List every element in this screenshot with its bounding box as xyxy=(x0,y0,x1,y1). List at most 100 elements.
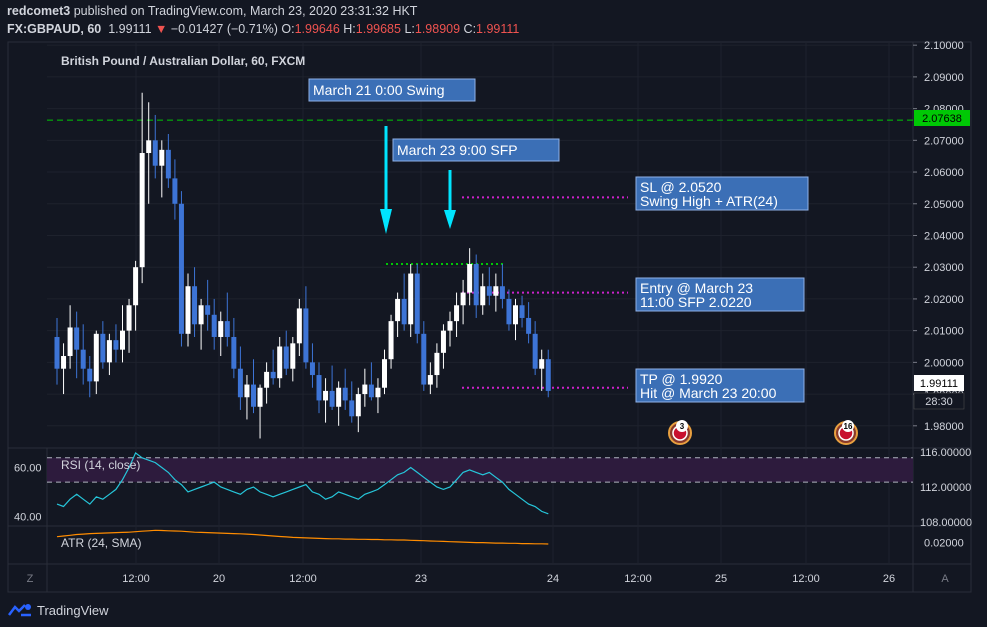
open-value: 1.99646 xyxy=(294,22,340,36)
tradingview-logo-icon xyxy=(8,604,31,617)
time-tick-label: 23 xyxy=(415,573,427,585)
candle-body xyxy=(506,298,512,325)
candle-body xyxy=(192,286,198,325)
candle-body xyxy=(316,375,322,401)
candle-body xyxy=(146,140,152,154)
candle-body xyxy=(486,286,492,296)
candle-body xyxy=(231,336,237,369)
time-tick-label: 20 xyxy=(213,573,225,585)
candle-body xyxy=(336,387,342,407)
candle-body xyxy=(67,327,73,357)
zoom-button-label: Z xyxy=(27,573,34,585)
candle-body xyxy=(54,336,60,369)
candle-body xyxy=(375,387,381,398)
atr-label[interactable]: ATR (24, SMA) xyxy=(61,536,141,550)
candle-body xyxy=(93,333,99,382)
sl-line1: SL @ 2.0520 xyxy=(640,179,722,195)
time-tick-label: 12:00 xyxy=(792,573,820,585)
price-tick-label: 2.00000 xyxy=(924,357,964,369)
event-marker-1[interactable]: 3 xyxy=(668,420,692,445)
candle-body xyxy=(382,359,387,388)
rsi-band-layer xyxy=(47,457,913,483)
price-tick-label: 2.04000 xyxy=(924,230,964,242)
candle-body xyxy=(257,387,263,407)
annotation-take-profit[interactable]: TP @ 1.9920 Hit @ March 23 20:00 xyxy=(635,368,805,403)
candle-body xyxy=(205,305,211,315)
price-axis[interactable]: 2.100002.090002.080002.070002.060002.050… xyxy=(14,40,972,549)
atr-layer xyxy=(56,529,549,545)
candle-body xyxy=(74,327,80,350)
high-label: H: xyxy=(343,22,356,36)
time-tick-label: 12:00 xyxy=(624,573,652,585)
low-label: L: xyxy=(404,22,415,36)
candle-body xyxy=(408,273,414,325)
chart-title: British Pound / Australian Dollar, 60, F… xyxy=(61,54,305,68)
chart-header: redcomet3 published on TradingView.com, … xyxy=(0,0,987,42)
annotation-sfp[interactable]: March 23 9:00 SFP xyxy=(392,138,560,162)
event-marker-1-count: 3 xyxy=(680,422,685,431)
candle-body xyxy=(513,305,518,325)
time-tick-label: 12:00 xyxy=(289,573,317,585)
rsi-tick-label: 40.00 xyxy=(14,511,42,523)
candle-body xyxy=(283,346,289,369)
atr-series-line xyxy=(56,529,549,545)
rsi-series-line xyxy=(56,451,549,515)
candle-body xyxy=(224,321,230,337)
candle-body xyxy=(532,333,538,369)
level-price-text: 2.07638 xyxy=(922,113,962,125)
annotation-swing[interactable]: March 21 0:00 Swing xyxy=(308,78,476,102)
entry-line1: Entry @ March 23 xyxy=(640,280,753,296)
tp-line1: TP @ 1.9920 xyxy=(640,371,723,387)
rsi-layer xyxy=(56,451,549,515)
swing-arrow[interactable] xyxy=(380,126,392,234)
candles-layer xyxy=(54,92,551,439)
zoom-button[interactable]: Z xyxy=(20,569,40,587)
candle-body xyxy=(493,286,499,296)
close-value: 1.99111 xyxy=(476,22,520,36)
candle-body xyxy=(401,298,407,325)
candle-body xyxy=(152,140,158,166)
candle-body xyxy=(427,375,433,385)
rsi-label[interactable]: RSI (14, close) xyxy=(61,458,140,472)
symbol-label: FX:GBPAUD, 60 xyxy=(7,22,102,36)
publish-text: published on TradingView.com, March 23, … xyxy=(70,4,418,18)
candle-body xyxy=(414,273,420,334)
event-marker-2-count: 16 xyxy=(844,422,853,431)
tp-line2: Hit @ March 23 20:00 xyxy=(640,385,777,401)
rsi-right-tick-label: 108.00000 xyxy=(920,517,972,529)
candle-body xyxy=(460,292,466,306)
rsi-right-tick-label: 116.00000 xyxy=(920,447,971,459)
high-value: 1.99685 xyxy=(355,22,401,36)
annotation-entry[interactable]: Entry @ March 23 11:00 SFP 2.0220 xyxy=(635,277,805,312)
candle-body xyxy=(165,149,171,179)
price-tick-label: 2.03000 xyxy=(924,262,964,274)
last-value: 1.99111 xyxy=(108,22,152,36)
annotation-stop-loss[interactable]: SL @ 2.0520 Swing High + ATR(24) xyxy=(635,176,809,211)
event-marker-2[interactable]: 16 xyxy=(834,420,858,445)
candle-body xyxy=(303,308,309,363)
chart-frame xyxy=(7,41,972,593)
low-value: 1.98909 xyxy=(414,22,461,36)
candle-body xyxy=(80,349,86,369)
price-tick-label: 2.05000 xyxy=(924,199,964,211)
candle-body xyxy=(539,359,545,369)
footer-brand[interactable]: TradingView xyxy=(8,600,109,620)
change-value: −0.01427 (−0.71%) xyxy=(170,22,278,36)
sl-line2: Swing High + ATR(24) xyxy=(640,193,778,209)
candle-body xyxy=(172,178,178,204)
candle-body xyxy=(309,362,315,376)
rsi-right-tick-label: 112.00000 xyxy=(920,482,971,494)
auto-scale-button[interactable]: A xyxy=(935,569,955,587)
sfp-arrow[interactable] xyxy=(444,170,456,229)
countdown-text: 28:30 xyxy=(925,396,953,408)
candle-body xyxy=(395,298,401,322)
candle-body xyxy=(120,330,125,350)
candle-body xyxy=(290,343,296,369)
open-label: O: xyxy=(281,22,295,36)
candle-body xyxy=(421,333,427,385)
time-tick-label: 26 xyxy=(883,573,895,585)
candle-body xyxy=(106,340,112,363)
time-axis[interactable]: 12:00 20 12:00 23 24 12:00 25 12:00 26 xyxy=(122,573,895,585)
author-name[interactable]: redcomet3 xyxy=(7,4,71,18)
